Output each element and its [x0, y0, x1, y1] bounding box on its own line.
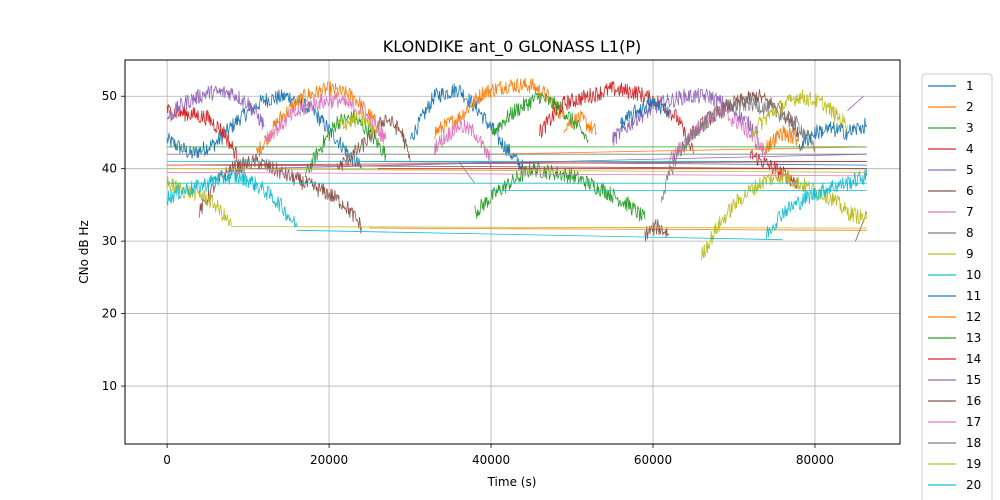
legend-label: 4: [966, 142, 974, 156]
series-line: [660, 95, 816, 203]
legend-label: 7: [966, 205, 974, 219]
series-group: [166, 77, 868, 261]
plot-area: [125, 60, 900, 444]
series-line: [620, 97, 670, 133]
series-17: [167, 171, 867, 177]
series-line: [766, 168, 868, 239]
series-line: [369, 227, 867, 231]
legend-label: 2: [966, 100, 974, 114]
series-line: [166, 89, 362, 169]
series-line: [458, 161, 476, 184]
x-tick-label: 0: [163, 453, 171, 467]
series-1: [166, 83, 867, 175]
legend-label: 17: [966, 415, 981, 429]
legend-label: 6: [966, 184, 974, 198]
y-tick-label: 10: [102, 379, 117, 393]
series-4: [166, 81, 867, 189]
legend-label: 12: [966, 310, 981, 324]
legend-label: 9: [966, 247, 974, 261]
series-10: [166, 161, 868, 241]
series-11: [620, 97, 868, 152]
legend-label: 14: [966, 352, 981, 366]
series-line: [644, 219, 670, 242]
series-12: [490, 125, 867, 155]
series-line: [231, 226, 867, 229]
series-line: [166, 84, 265, 130]
series-line: [167, 171, 867, 177]
series-line: [167, 161, 867, 166]
x-tick-label: 40000: [472, 453, 510, 467]
series-8: [458, 95, 816, 203]
series-14: [167, 161, 867, 166]
y-axis-label: CNo dB Hz: [77, 220, 91, 284]
legend-label: 16: [966, 394, 981, 408]
legend: 123456789101112131415161718192021: [921, 73, 993, 500]
series-line: [668, 104, 767, 167]
plot-frame: [124, 59, 901, 445]
x-tick-label: 80000: [796, 453, 834, 467]
legend-box: [921, 73, 993, 500]
y-tick-label: 30: [102, 234, 117, 248]
y-tick-label: 20: [102, 307, 117, 321]
legend-label: 10: [966, 268, 981, 282]
legend-label: 11: [966, 289, 981, 303]
y-tick-label: 40: [102, 162, 117, 176]
series-line: [166, 169, 298, 228]
series-line: [199, 164, 867, 170]
series-line: [490, 146, 867, 155]
series-line: [847, 95, 864, 111]
series-line: [336, 110, 379, 138]
series-5: [166, 84, 864, 146]
legend-label: 20: [966, 478, 981, 492]
legend-label: 18: [966, 436, 981, 450]
series-line: [612, 87, 759, 146]
legend-label: 3: [966, 121, 974, 135]
legend-label: 19: [966, 457, 981, 471]
series-line: [749, 89, 848, 137]
series-line: [563, 110, 597, 136]
series-line: [798, 117, 868, 152]
series-19: [167, 168, 867, 173]
x-axis-label: Time (s): [487, 475, 537, 489]
series-line: [167, 168, 867, 173]
series-line: [166, 104, 241, 167]
series-line: [263, 92, 387, 145]
series-line: [434, 119, 492, 169]
x-tick-label: 60000: [634, 453, 672, 467]
ticks: 0 20000 40000 60000 80000 10 20 30 40 50: [102, 89, 834, 467]
series-16: [199, 164, 867, 170]
legend-label: 13: [966, 331, 981, 345]
series-line: [766, 125, 800, 154]
series-line: [296, 229, 783, 241]
legend-label: 15: [966, 373, 981, 387]
series-line: [361, 161, 867, 166]
legend-label: 5: [966, 163, 974, 177]
series-line: [539, 81, 694, 155]
series-7: [263, 92, 767, 169]
chart-title: KLONDIKE ant_0 GLONASS L1(P): [383, 37, 641, 57]
y-tick-label: 50: [102, 89, 117, 103]
legend-label: 8: [966, 226, 974, 240]
x-tick-label: 20000: [310, 453, 348, 467]
series-line: [409, 83, 524, 175]
series-line: [490, 92, 589, 143]
legend-label: 1: [966, 79, 974, 93]
